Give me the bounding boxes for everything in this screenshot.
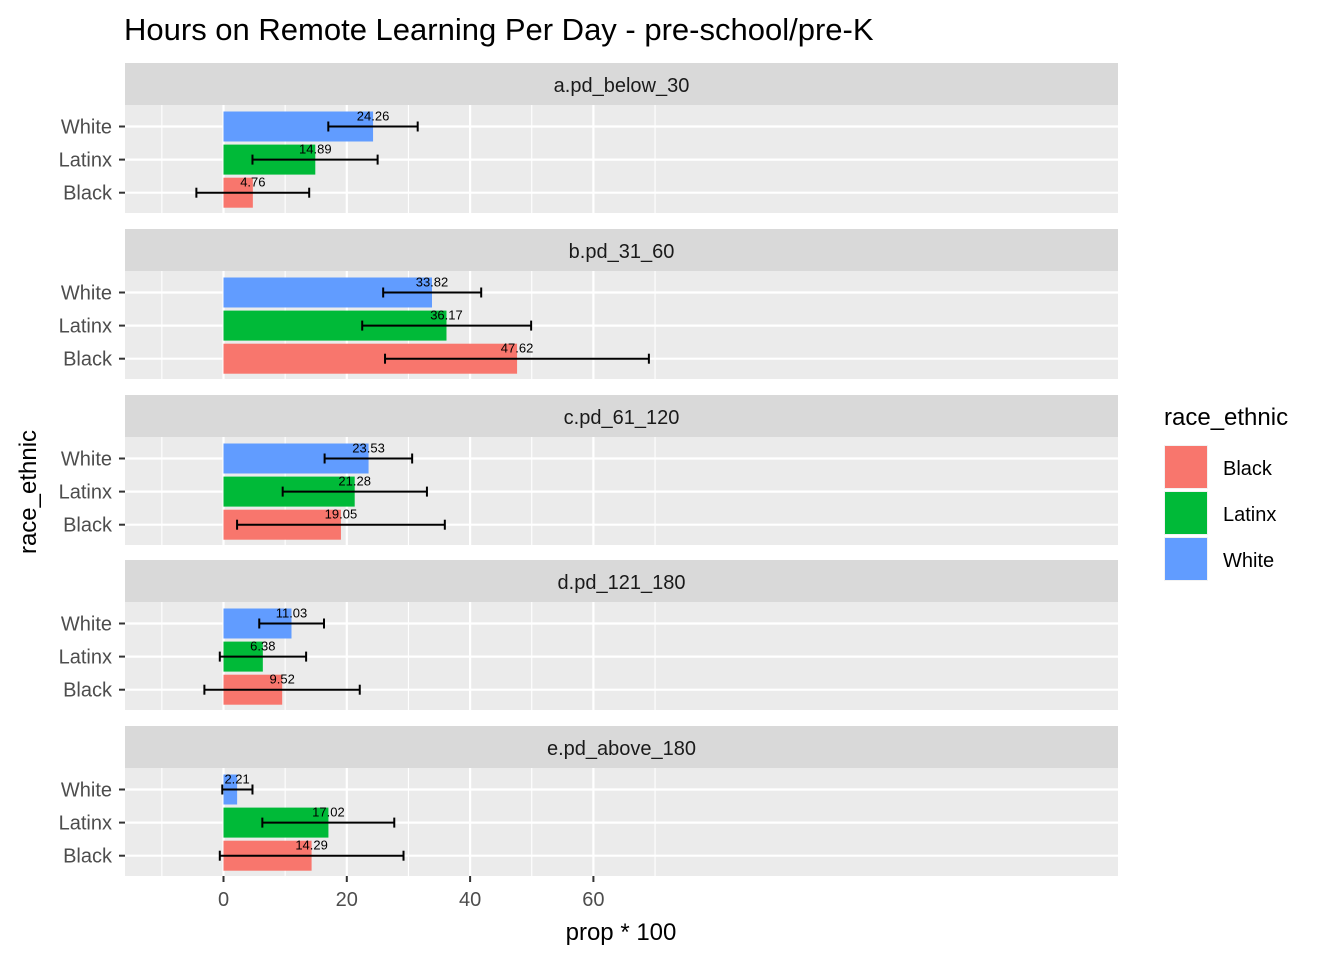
error-bar <box>382 287 483 298</box>
facet-panel-2: b.pd_31_60 White Latinx Black 33.82 36.17 47.6… <box>59 229 1118 379</box>
data-label: 47.62 <box>501 341 534 356</box>
y-tick-label: White <box>61 614 112 636</box>
facet-panel-3: c.pd_61_120 White Latinx Black 23.53 21.28 19.… <box>59 395 1118 545</box>
facet-strip <box>125 726 1118 768</box>
y-tick-label: Latinx <box>59 482 112 504</box>
data-label: 6.38 <box>250 639 275 654</box>
facet-panel-5: e.pd_above_180 White Latinx Black 2.21 17.02 1… <box>59 726 1118 876</box>
y-tick-label: White <box>61 117 112 139</box>
y-tick-label: White <box>61 780 112 802</box>
data-label: 23.53 <box>352 441 385 456</box>
legend: race_ethnic Black Latinx White <box>1164 404 1288 581</box>
y-tick-label: Latinx <box>59 647 112 669</box>
error-bar <box>327 121 419 132</box>
error-bar <box>384 353 650 364</box>
data-label: 24.26 <box>357 109 390 124</box>
y-tick-label: Black <box>63 349 113 371</box>
facet-strip <box>125 560 1118 602</box>
data-label: 11.03 <box>276 606 308 621</box>
x-axis-title: prop * 100 <box>566 919 677 946</box>
facet-panels: a.pd_below_30 White Latinx Black 24.26 14.89 4… <box>59 63 1118 876</box>
legend-label: White <box>1223 550 1274 572</box>
chart-title: Hours on Remote Learning Per Day - pre-s… <box>124 12 874 47</box>
facet-strip-label: c.pd_61_120 <box>564 407 680 429</box>
legend-key-white <box>1165 538 1207 580</box>
y-tick-label: Latinx <box>59 150 112 172</box>
y-tick-label: Black <box>63 846 113 868</box>
y-tick-label: Latinx <box>59 316 112 338</box>
error-bar <box>218 651 308 662</box>
facet-panel-1: a.pd_below_30 White Latinx Black 24.26 14.89 4… <box>59 63 1118 213</box>
data-label: 21.28 <box>338 474 371 489</box>
y-axis-title: race_ethnic <box>15 430 42 554</box>
legend-label: Black <box>1223 458 1273 480</box>
y-tick-label: Black <box>63 680 113 702</box>
data-label: 9.52 <box>270 672 295 687</box>
y-tick-label: Latinx <box>59 813 112 835</box>
data-label: 4.76 <box>240 175 265 190</box>
x-tick-label: 0 <box>218 889 229 911</box>
x-tick-label: 60 <box>582 889 604 911</box>
facet-strip-label: e.pd_above_180 <box>547 738 696 760</box>
legend-key-black <box>1165 446 1207 488</box>
facet-strip-label: a.pd_below_30 <box>554 75 690 97</box>
x-axis: 0 20 40 60 <box>218 876 605 911</box>
x-tick-label: 20 <box>336 889 358 911</box>
error-bar <box>203 684 361 695</box>
facet-strip <box>125 63 1118 105</box>
data-label: 17.02 <box>312 805 345 820</box>
data-label: 19.05 <box>325 507 358 522</box>
error-bar <box>281 486 428 497</box>
error-bar <box>261 817 396 828</box>
error-bar <box>323 453 414 464</box>
y-tick-label: White <box>61 449 112 471</box>
data-label: 14.29 <box>295 838 328 853</box>
y-tick-label: Black <box>63 183 113 205</box>
legend-key-latinx <box>1165 492 1207 534</box>
error-bar <box>361 320 533 331</box>
error-bar <box>258 618 325 629</box>
legend-title: race_ethnic <box>1164 404 1288 431</box>
error-bar <box>221 784 254 795</box>
error-bar <box>236 519 446 530</box>
facet-strip <box>125 229 1118 271</box>
data-label: 2.21 <box>224 772 249 787</box>
facet-strip <box>125 395 1118 437</box>
facet-strip-label: b.pd_31_60 <box>569 241 675 263</box>
data-label: 33.82 <box>416 275 449 290</box>
error-bar <box>251 154 379 165</box>
data-label: 14.89 <box>299 142 332 157</box>
legend-label: Latinx <box>1223 504 1276 526</box>
facet-panel-4: d.pd_121_180 White Latinx Black 11.03 6.38 9.5… <box>59 560 1118 710</box>
facet-strip-label: d.pd_121_180 <box>558 572 686 594</box>
y-tick-label: White <box>61 283 112 305</box>
data-label: 36.17 <box>430 308 463 323</box>
error-bar <box>195 187 311 198</box>
y-tick-label: Black <box>63 515 113 537</box>
error-bar <box>218 850 405 861</box>
x-tick-label: 40 <box>459 889 481 911</box>
